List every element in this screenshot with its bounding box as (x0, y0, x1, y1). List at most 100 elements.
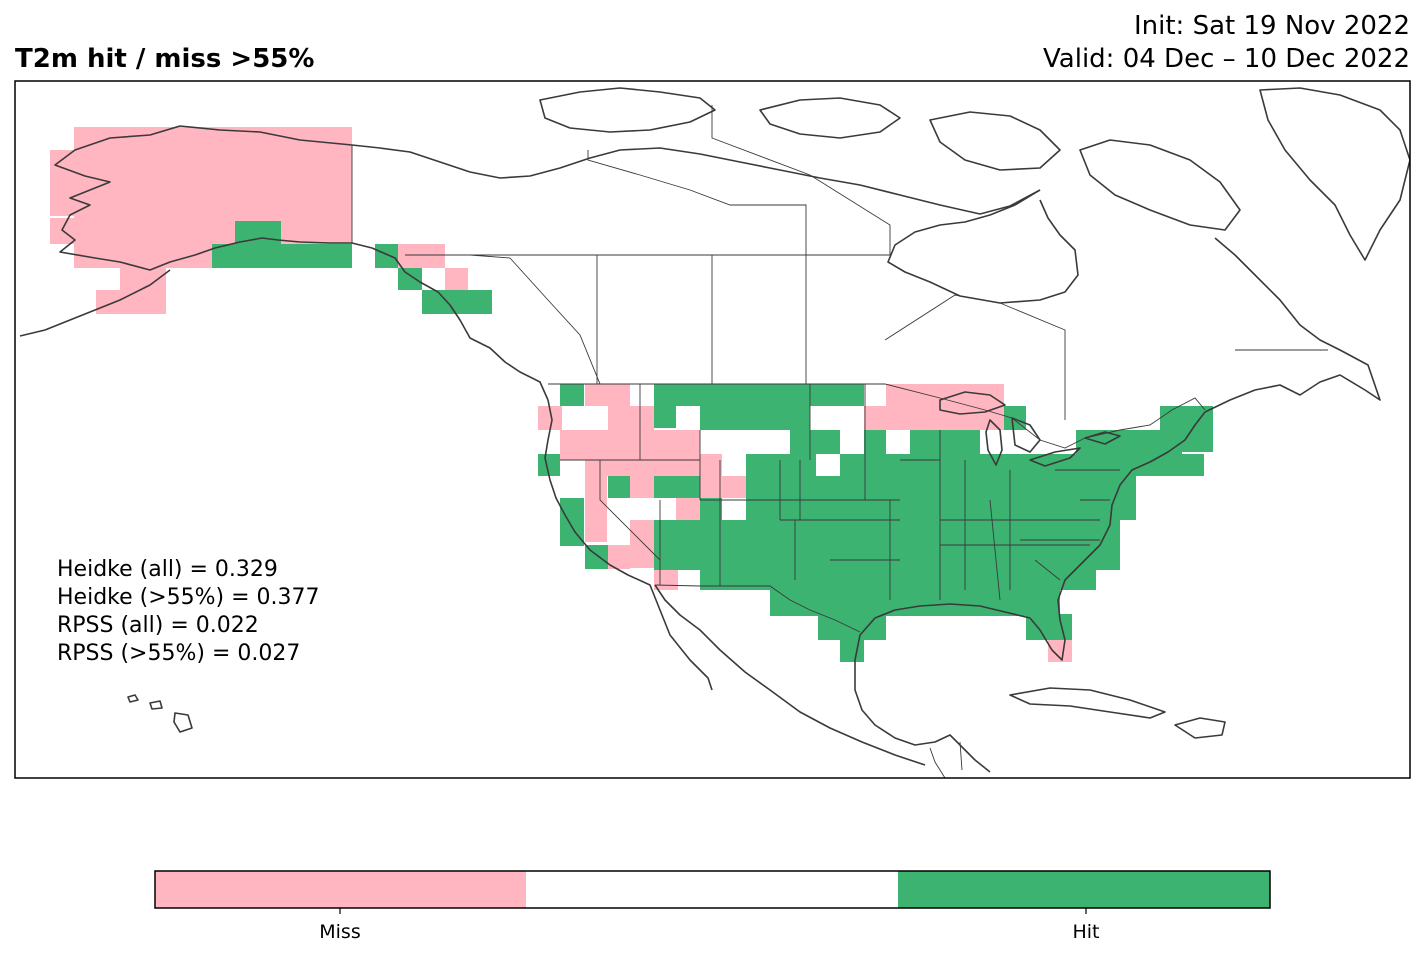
political-borders (351, 105, 1328, 778)
hit-cell (1026, 614, 1072, 640)
hit-cell (1182, 454, 1204, 476)
hit-cell (212, 244, 352, 268)
hit-cell (1004, 406, 1026, 430)
hawaii-1 (127, 694, 139, 703)
hit-cell (608, 476, 630, 498)
hit-cell (840, 638, 864, 662)
hit-cell (746, 454, 816, 476)
hit-cell (538, 454, 560, 476)
mexico-west-coast (654, 584, 926, 766)
hit-cell (806, 476, 1136, 520)
miss-cell (120, 268, 166, 290)
greenland (1259, 87, 1410, 261)
hit-cell (700, 498, 722, 522)
miss-cell (630, 520, 655, 568)
ontario-quebec (884, 294, 1066, 420)
colorbar-neutral-segment (526, 871, 898, 908)
alaska-peninsula (19, 269, 171, 337)
colorbar-frame (154, 870, 1271, 909)
bc-alberta (405, 254, 601, 385)
miss-cell (630, 406, 654, 430)
miss-cell (608, 384, 630, 430)
miss-cell (722, 476, 746, 498)
nunavut-border (711, 105, 891, 255)
us-mexico-border (654, 584, 861, 633)
alaska-coast (54, 125, 353, 271)
hit-cell (235, 221, 281, 244)
canada-east-coast (1204, 237, 1381, 413)
miss-cell (398, 244, 445, 268)
colorbar-miss-segment (155, 871, 526, 908)
rpss-all: RPSS (all) = 0.022 (57, 613, 259, 638)
hudson-bay (887, 189, 1079, 304)
miss-cell (886, 384, 1004, 430)
us-west-coast (544, 399, 713, 691)
miss-cell (585, 454, 700, 476)
hit-cell (654, 476, 700, 498)
hit-cell (398, 268, 422, 290)
hit-cell (422, 290, 492, 314)
lake-ontario (1084, 431, 1121, 445)
hit-cell (1076, 430, 1136, 476)
lake-superior (939, 391, 1006, 415)
miss-cell (585, 498, 607, 520)
arctic-island-3 (929, 111, 1061, 171)
hit-cell (910, 430, 980, 454)
hit-cell (770, 590, 1060, 616)
miss-cell (74, 127, 352, 245)
miss-cell (585, 520, 607, 542)
map-frame (14, 80, 1411, 779)
coastlines (19, 87, 1410, 773)
hit-cell (700, 568, 1096, 590)
us-east-coast (1029, 411, 1206, 661)
miss-cell (676, 498, 700, 522)
colorbar (154, 870, 1271, 914)
hit-cell (655, 545, 1095, 570)
miss-cell (50, 150, 74, 216)
hit-cell (790, 430, 840, 454)
miss-cell (96, 290, 166, 314)
hit-cell (746, 476, 806, 522)
miss-cell (700, 454, 722, 500)
lake-michigan (985, 419, 1003, 466)
miss-cell (1048, 640, 1072, 662)
hit-cell (654, 384, 864, 406)
hispaniola (1174, 717, 1226, 739)
hit-cell (840, 454, 1076, 476)
lake-erie (1029, 447, 1081, 467)
miss-cell (864, 406, 886, 430)
gulf-coast (854, 603, 1031, 773)
miss-cell (585, 384, 608, 406)
miss-cell (608, 545, 630, 569)
miss-cell (654, 568, 678, 590)
date-info: Init: Sat 19 Nov 2022 Valid: 04 Dec – 10… (1043, 10, 1410, 76)
canada-west-coast (351, 242, 549, 401)
heidke-55: Heidke (>55%) = 0.377 (57, 585, 320, 610)
territories-border (587, 150, 807, 255)
colorbar-label-miss: Miss (319, 921, 361, 943)
valid-dates: Valid: 04 Dec – 10 Dec 2022 (1043, 44, 1410, 74)
hit-cell (375, 244, 398, 268)
baffin-island (1079, 139, 1241, 231)
miss-cell (585, 476, 607, 498)
miss-cell (445, 268, 468, 290)
arctic-island-2 (759, 97, 901, 139)
miss-cell (630, 476, 655, 498)
heidke-all: Heidke (all) = 0.329 (57, 557, 278, 582)
hawaii-2 (149, 700, 163, 710)
init-date: Init: Sat 19 Nov 2022 (1133, 11, 1410, 41)
rpss-55: RPSS (>55%) = 0.027 (57, 641, 301, 666)
lake-huron (1011, 417, 1041, 453)
central-america (929, 741, 963, 778)
arctic-island-1 (539, 87, 716, 133)
hit-cell (700, 406, 810, 430)
skill-scores: Heidke (all) = 0.329 Heidke (>55%) = 0.3… (57, 556, 320, 668)
arctic-coast (351, 144, 1041, 215)
hit-cell (560, 384, 584, 406)
map-title: T2m hit / miss >55% (15, 44, 315, 74)
colorbar-label-hit: Hit (1072, 921, 1100, 943)
cuba (1009, 687, 1166, 719)
hit-cell (654, 406, 676, 428)
state-lines (560, 384, 1120, 601)
